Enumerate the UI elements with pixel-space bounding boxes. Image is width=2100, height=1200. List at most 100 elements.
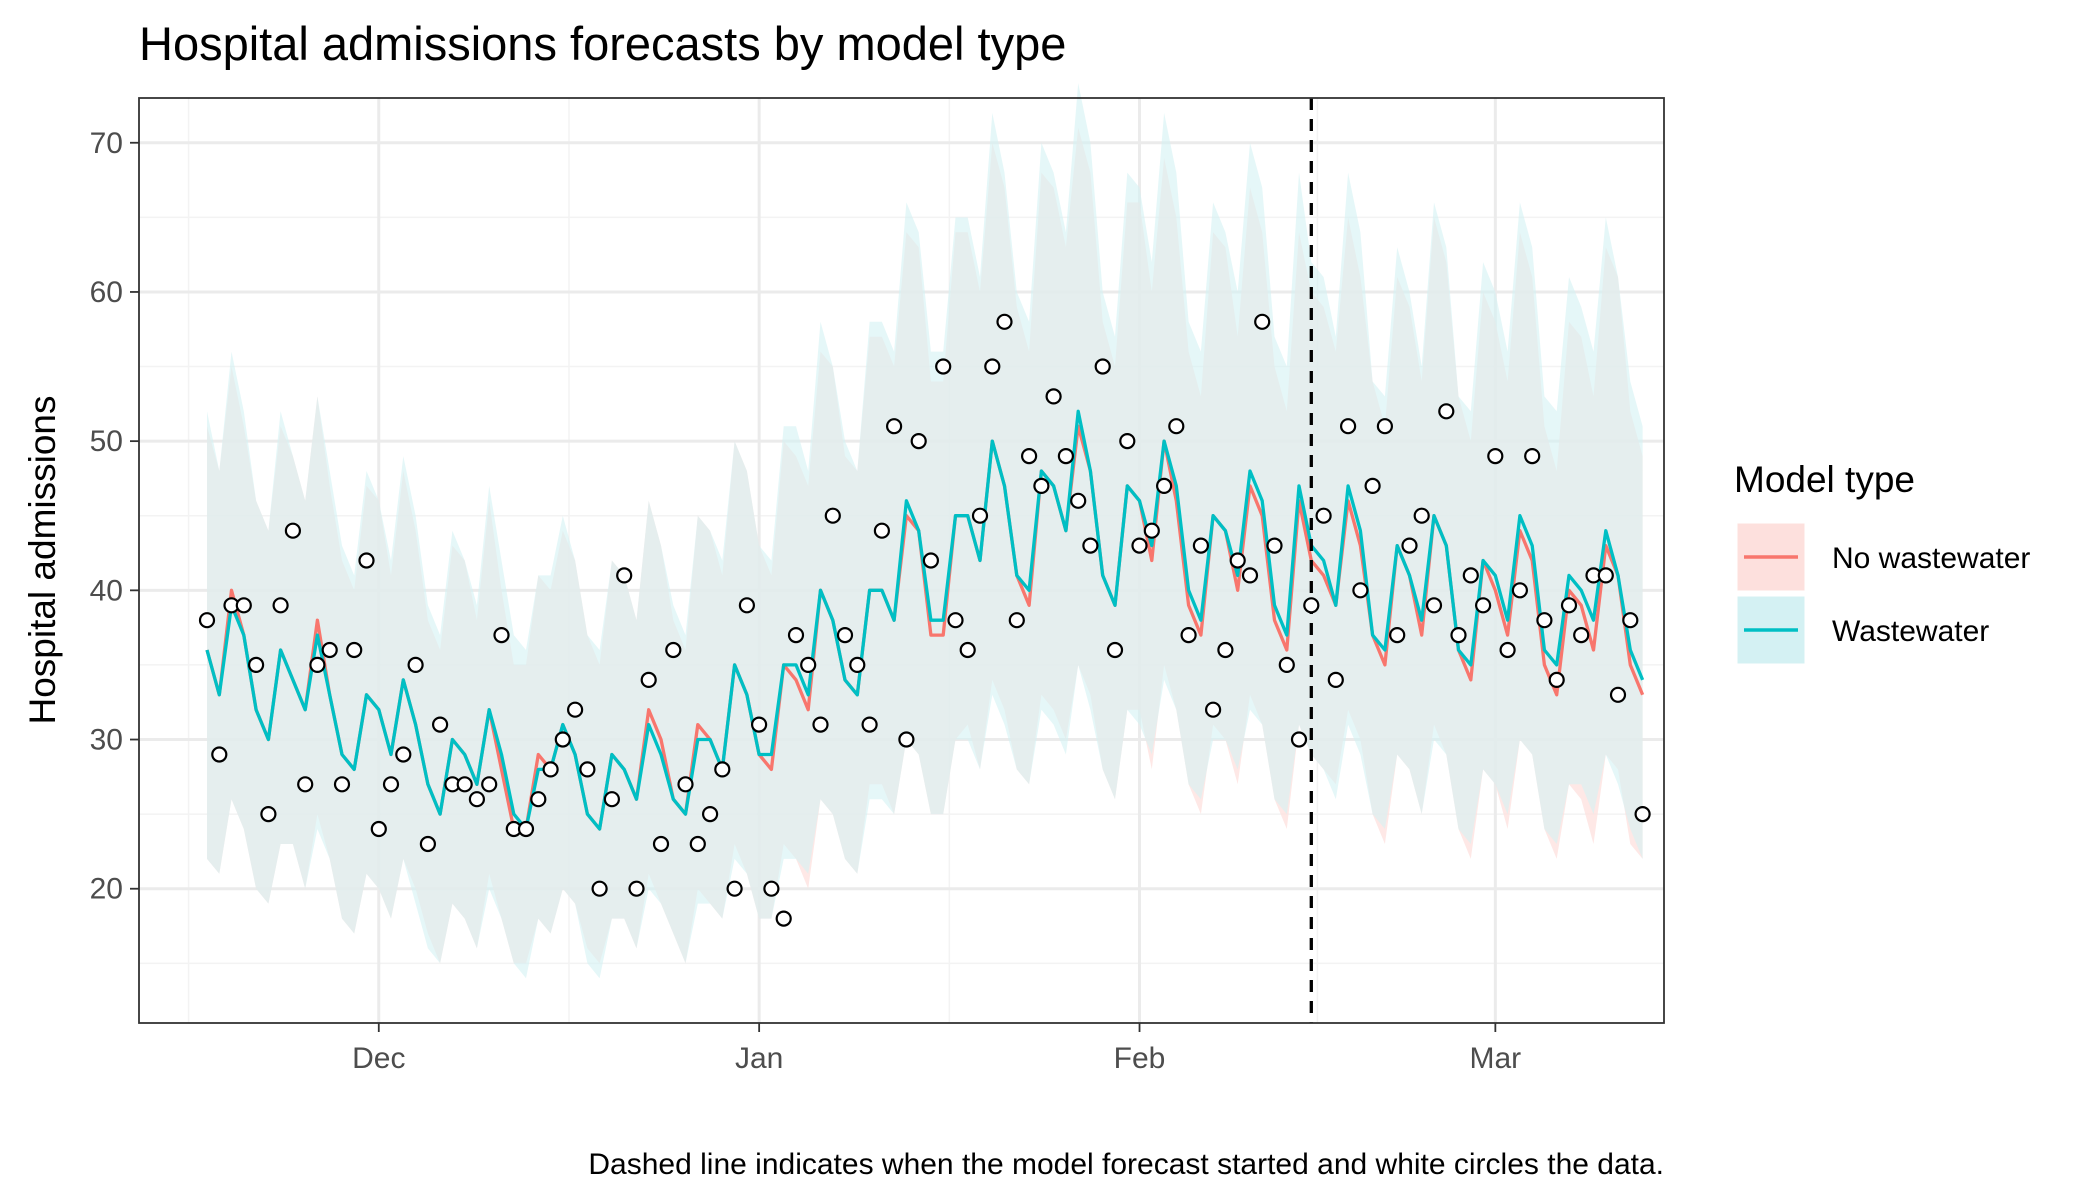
panel-border (138, 97, 1665, 1024)
observed-point (333, 776, 351, 793)
y-axis-title: Hospital admissions (22, 395, 63, 724)
x-tick-label: Mar (1470, 1042, 1522, 1075)
plot-panel (138, 83, 1665, 1024)
observed-point (1622, 612, 1639, 629)
observed-point (1094, 358, 1111, 375)
observed-point (1266, 537, 1283, 554)
observed-point (1070, 492, 1087, 509)
observed-point (456, 776, 473, 793)
observed-point (984, 358, 1001, 375)
observed-point (1241, 567, 1259, 584)
observed-point (726, 880, 743, 897)
observed-point (910, 433, 927, 450)
observed-point (284, 522, 301, 539)
observed-point (1082, 537, 1099, 554)
observed-point (959, 641, 976, 659)
observed-point (1389, 626, 1406, 644)
observed-point (1376, 418, 1394, 435)
observed-point (812, 716, 829, 733)
observed-point (248, 656, 265, 674)
observed-point (382, 776, 400, 793)
y-tick-label: 60 (90, 276, 123, 309)
observed-point (1499, 641, 1516, 659)
observed-point (395, 746, 412, 763)
observed-point (1192, 537, 1210, 554)
x-tick-label: Dec (352, 1042, 405, 1075)
observed-point (309, 656, 326, 674)
legend-label-wastewater: Wastewater (1832, 615, 1989, 648)
observed-point (1425, 597, 1443, 614)
observed-point (554, 731, 571, 748)
chart-title: Hospital admissions forecasts by model t… (139, 17, 1066, 70)
observed-point (468, 791, 485, 808)
observed-point (1450, 626, 1467, 644)
observed-point (1057, 448, 1075, 465)
observed-point (358, 552, 375, 569)
observed-point (1303, 597, 1320, 614)
observed-point (1155, 477, 1173, 494)
observed-point (1204, 701, 1222, 718)
observed-point (1597, 567, 1614, 584)
observed-point (1339, 418, 1357, 435)
x-axis: Dec Jan Feb Mar (352, 1023, 1521, 1075)
observed-point (1524, 448, 1541, 465)
chart-caption: Dashed line indicates when the model for… (588, 1148, 1664, 1181)
observed-point (530, 791, 547, 808)
y-tick-label: 40 (90, 574, 123, 607)
observed-point (616, 567, 633, 584)
observed-point (1573, 626, 1590, 644)
observed-point (1033, 477, 1050, 494)
observed-point (971, 507, 989, 524)
legend-title: Model type (1734, 459, 1915, 500)
observed-point (750, 716, 768, 733)
observed-point (198, 612, 216, 629)
observed-point (849, 656, 866, 674)
observed-point (321, 641, 338, 659)
observed-point (836, 626, 854, 644)
observed-point (935, 358, 952, 375)
observed-point (419, 835, 436, 853)
legend-key-wastewater (1737, 596, 1805, 664)
observed-point (1609, 686, 1627, 703)
observed-point (824, 507, 841, 524)
observed-point (1020, 448, 1038, 465)
observed-point (714, 761, 731, 778)
observed-point (481, 776, 498, 793)
observed-point (297, 776, 314, 793)
observed-point (628, 880, 645, 897)
observed-point (1536, 612, 1553, 629)
observed-point (603, 791, 621, 808)
observed-point (542, 761, 559, 778)
forecast-lines (205, 409, 1645, 831)
observed-point (591, 880, 608, 897)
legend: Model type No wastewater Wastewater (1734, 459, 2030, 664)
observed-point (996, 313, 1013, 330)
x-tick-label: Jan (735, 1042, 783, 1075)
observed-point (1634, 805, 1651, 823)
observed-point (1548, 671, 1565, 689)
observed-point (272, 597, 289, 614)
observed-point (579, 761, 596, 778)
y-tick-label: 20 (90, 873, 123, 906)
observed-point (873, 522, 891, 539)
observed-point (1438, 403, 1455, 420)
y-axis: 20 30 40 50 60 70 (90, 127, 139, 906)
observed-points (198, 313, 1651, 927)
forecast-ribbons (207, 83, 1643, 979)
y-tick-label: 70 (90, 127, 123, 160)
legend-key-no-wastewater (1737, 523, 1805, 591)
observed-point (1278, 656, 1295, 674)
observed-point (1474, 597, 1492, 614)
x-tick-label: Feb (1114, 1042, 1166, 1075)
observed-point (885, 418, 903, 435)
observed-point (652, 835, 670, 853)
observed-point (947, 612, 964, 629)
observed-point (763, 880, 780, 897)
legend-label-no-wastewater: No wastewater (1832, 542, 2030, 575)
observed-point (260, 805, 277, 823)
observed-point (235, 597, 252, 614)
observed-point (432, 716, 449, 733)
observed-point (775, 910, 792, 927)
observed-point (1315, 507, 1332, 524)
